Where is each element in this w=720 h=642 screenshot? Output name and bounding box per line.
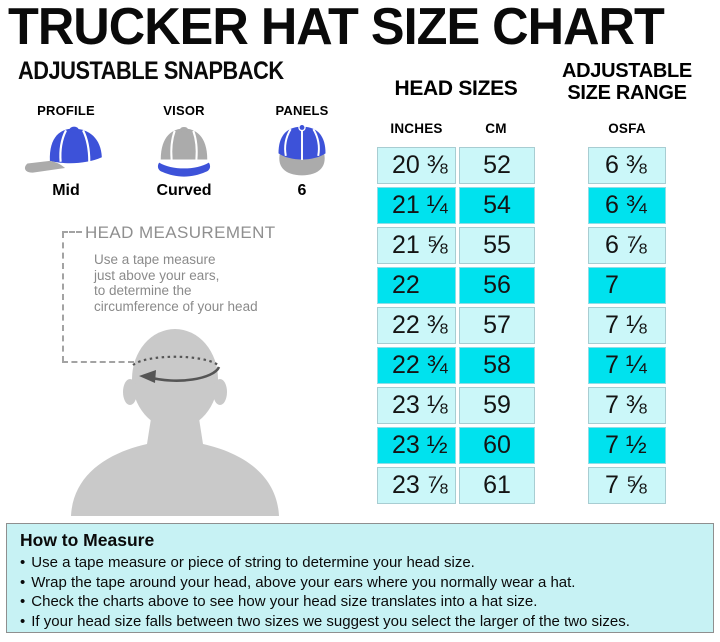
table-row: 7: [588, 267, 666, 304]
tape-arrowhead: [139, 370, 156, 383]
inches-cell: 23 ⅞: [377, 467, 456, 504]
inches-cell: 23 ⅛: [377, 387, 456, 424]
feature-profile-label: PROFILE: [37, 103, 95, 118]
measurement-line: circumference of your head: [94, 298, 258, 314]
bullet-marker: •: [20, 612, 26, 630]
table-row: 6 ¾: [588, 187, 666, 224]
bullet-text: Check the charts above to see how your h…: [31, 593, 538, 610]
tape-measure-solid-arc: [147, 366, 221, 382]
osfa-cell: 7 ½: [588, 427, 666, 464]
head-silhouette-image: [55, 326, 295, 521]
column-header-cm: CM: [485, 121, 507, 136]
inches-cell: 22: [377, 267, 456, 304]
inches-cell: 22 ¾: [377, 347, 456, 384]
inches-cell: 23 ½: [377, 427, 456, 464]
table-row: 7 ⅝: [588, 467, 666, 504]
feature-visor-value: Curved: [156, 182, 212, 199]
table-row: 21 ¼ 54: [377, 187, 535, 224]
tape-measure-dotted-arc: [132, 355, 219, 366]
head-sizes-title: HEAD SIZES: [394, 77, 518, 100]
table-row: 23 ½ 60: [377, 427, 535, 464]
table-row: 6 ⅞: [588, 227, 666, 264]
bullet-marker: •: [20, 554, 26, 571]
measurement-instructions: Use a tape measure just above your ears,…: [94, 252, 258, 314]
measurement-line: just above your ears,: [94, 267, 220, 283]
table-row: 20 ⅜ 52: [377, 147, 535, 184]
measurement-line: to determine the: [94, 283, 192, 298]
feature-visor-label: VISOR: [163, 103, 205, 118]
table-row: 7 ¼: [588, 347, 666, 384]
how-to-measure-box: How to Measure • Use a tape measure or p…: [6, 523, 714, 633]
table-row: 22 56: [377, 267, 535, 304]
how-to-bullet: • Use a tape measure or piece of string …: [20, 553, 700, 573]
osfa-cell: 7: [588, 267, 666, 304]
head-sizes-table: 20 ⅜ 52 21 ¼ 54 21 ⅝ 55 22 56 22 ⅜ 57 22…: [377, 147, 535, 507]
bullet-marker: •: [20, 593, 26, 610]
osfa-cell: 6 ⅜: [588, 147, 666, 184]
how-to-bullet: • Wrap the tape around your head, above …: [20, 573, 700, 593]
table-row: 6 ⅜: [588, 147, 666, 184]
table-row: 22 ⅜ 57: [377, 307, 535, 344]
cm-cell: 56: [459, 267, 535, 304]
cm-cell: 55: [459, 227, 535, 264]
cm-cell: 52: [459, 147, 535, 184]
feature-visor: VISOR Curved: [128, 103, 240, 200]
feature-panels-label: PANELS: [275, 103, 329, 118]
feature-panels-value: 6: [297, 182, 307, 199]
size-range-table: 6 ⅜ 6 ¾ 6 ⅞ 7 7 ⅛ 7 ¼ 7 ⅜ 7 ½ 7 ⅝: [588, 147, 666, 507]
table-row: 7 ½: [588, 427, 666, 464]
cm-cell: 61: [459, 467, 535, 504]
osfa-cell: 7 ⅛: [588, 307, 666, 344]
cap-front-visor-icon: [128, 121, 240, 181]
table-row: 23 ⅞ 61: [377, 467, 535, 504]
osfa-cell: 6 ¾: [588, 187, 666, 224]
dashed-leader-vertical: [62, 232, 64, 362]
table-row: 22 ¾ 58: [377, 347, 535, 384]
feature-profile: PROFILE Mid: [10, 103, 122, 200]
inches-cell: 21 ⅝: [377, 227, 456, 264]
feature-panels: PANELS 6: [246, 103, 358, 200]
cm-cell: 54: [459, 187, 535, 224]
bullet-marker: •: [20, 573, 26, 591]
inches-cell: 21 ¼: [377, 187, 456, 224]
column-header-inches: INCHES: [390, 121, 443, 136]
cm-cell: 60: [459, 427, 535, 464]
dashed-leader-horizontal: [62, 361, 134, 363]
bullet-text: Wrap the tape around your head, above yo…: [31, 573, 576, 591]
inches-cell: 22 ⅜: [377, 307, 456, 344]
feature-profile-value: Mid: [52, 182, 80, 199]
head-measurement-title: HEAD MEASUREMENT: [85, 223, 276, 242]
cap-side-profile-icon: [10, 121, 122, 181]
how-to-bullet: • Check the charts above to see how your…: [20, 592, 700, 612]
dashed-leader-top: [62, 231, 82, 233]
page-title: TRUCKER HAT SIZE CHART: [8, 0, 665, 56]
table-row: 7 ⅜: [588, 387, 666, 424]
cm-cell: 59: [459, 387, 535, 424]
osfa-cell: 6 ⅞: [588, 227, 666, 264]
cm-cell: 58: [459, 347, 535, 384]
how-to-bullet: • If your head size falls between two si…: [20, 612, 700, 632]
column-header-osfa: OSFA: [608, 121, 646, 136]
bullet-text: Use a tape measure or piece of string to…: [31, 554, 475, 571]
size-range-title: ADJUSTABLE SIZE RANGE: [562, 60, 692, 104]
measurement-line: Use a tape measure: [94, 252, 216, 267]
subtitle: ADJUSTABLE SNAPBACK: [18, 57, 284, 85]
osfa-cell: 7 ⅜: [588, 387, 666, 424]
table-row: 23 ⅛ 59: [377, 387, 535, 424]
table-row: 21 ⅝ 55: [377, 227, 535, 264]
osfa-cell: 7 ⅝: [588, 467, 666, 504]
how-to-measure-title: How to Measure: [20, 530, 155, 550]
table-row: 7 ⅛: [588, 307, 666, 344]
bullet-text: If your head size falls between two size…: [31, 612, 630, 630]
osfa-cell: 7 ¼: [588, 347, 666, 384]
inches-cell: 20 ⅜: [377, 147, 456, 184]
cm-cell: 57: [459, 307, 535, 344]
cap-front-panels-icon: [246, 121, 358, 181]
